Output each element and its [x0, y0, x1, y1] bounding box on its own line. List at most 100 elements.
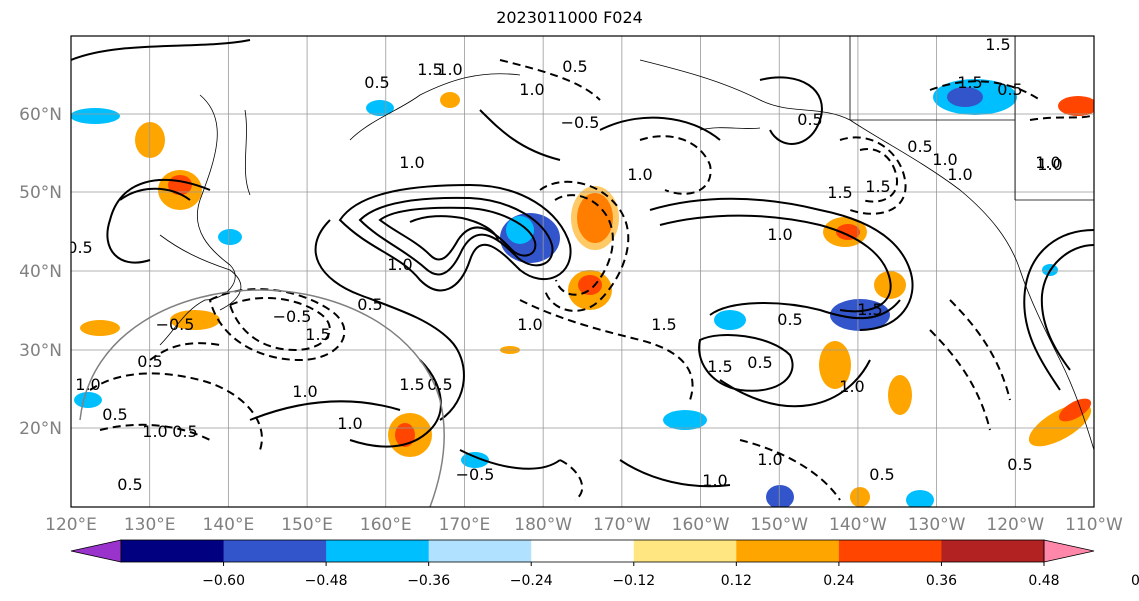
lat-tick-label: 30°N [19, 341, 62, 361]
colorbar-tick-labels: −0.60 −0.48 −0.36 −0.24 −0.12 0.12 0.24 0.36 0.4… [202, 562, 1139, 589]
contour-label: 1.5 [707, 357, 732, 376]
coastlines [159, 36, 1094, 451]
contour-label: −0.5 [456, 465, 495, 484]
colorbar-bin [326, 540, 430, 562]
contour-label: 1.0 [1037, 155, 1062, 174]
contour-label: 0.5 [67, 238, 92, 257]
contour-label: 1.5 [957, 73, 982, 92]
contour-label: 1.0 [1035, 153, 1060, 172]
contour-label: 0.5 [1007, 455, 1032, 474]
colorbar-bin [838, 540, 942, 562]
colorbar-bin [736, 540, 840, 562]
lon-tick-label: 120°W [986, 515, 1044, 535]
contour-label: 1.0 [399, 153, 424, 172]
lon-tick-label: 160°W [672, 515, 730, 535]
contour-label: 1.5 [305, 325, 330, 344]
contour-label: 1.5 [985, 35, 1010, 54]
contour-label: 1.0 [839, 377, 864, 396]
contour-label: 1.0 [517, 315, 542, 334]
contour-label: 1.0 [767, 225, 792, 244]
colorbar-outline [120, 539, 1045, 563]
colorbar-tick-label: −0.12 [612, 573, 655, 589]
latitude-tick-labels: 60°N 50°N 40°N 30°N 20°N [19, 105, 62, 439]
contour-label: 0.5 [869, 465, 894, 484]
contour-label: 1.5 [417, 60, 442, 79]
contour-label: 0.5 [997, 80, 1022, 99]
contour-label: 0.5 [357, 295, 382, 314]
shaded-anomalies [71, 79, 1094, 507]
contour-label: 1.0 [702, 471, 727, 490]
contour-label: 0.5 [562, 57, 587, 76]
lon-tick-label: 180°W [514, 515, 572, 535]
colorbar-bin [428, 540, 532, 562]
lon-tick-label: 170°W [593, 515, 651, 535]
contour-label: 0.5 [172, 422, 197, 441]
contour-label: 1.0 [519, 80, 544, 99]
contour-label: 0.5 [364, 73, 389, 92]
contour-label: 0.5 [102, 405, 127, 424]
lat-tick-label: 50°N [19, 183, 62, 203]
colorbar-bin [531, 540, 635, 562]
contour-label: 0.5 [117, 475, 142, 494]
contour-label: 1.0 [337, 414, 362, 433]
contour-label: 1.0 [387, 255, 412, 274]
contour-label: 1.0 [932, 150, 957, 169]
contour-label: 1.5 [399, 375, 424, 394]
contour-label: 0.5 [797, 110, 822, 129]
contour-label: 1.5 [857, 300, 882, 319]
colorbar-tick-label: −0.60 [202, 573, 245, 589]
colorbar-bin [633, 540, 737, 562]
colorbar [70, 539, 1095, 563]
contour-labels: 0.51.51.00.5 1.00.51.51.0−0.51.00.51.50.5… [67, 35, 1063, 494]
longitude-tick-labels: 120°E 130°E 140°E 150°E 160°E 170°E 180°W 170°W… [45, 515, 1123, 535]
lon-tick-label: 140°W [829, 515, 887, 535]
lon-tick-label: 140°E [203, 515, 255, 535]
contour-label: 0.5 [907, 137, 932, 156]
colorbar-tick-label: 0.48 [1028, 573, 1059, 589]
contour-label: 0.5 [777, 310, 802, 329]
colorbar-tick-label: −0.24 [510, 573, 553, 589]
map-title: 2023011000 F024 [496, 8, 643, 27]
contour-label: 1.5 [651, 315, 676, 334]
colorbar-tick-label: 0.12 [721, 573, 752, 589]
colorbar-tick-label: 0.60 [1131, 573, 1139, 589]
contour-label: 0.5 [137, 352, 162, 371]
colorbar-tick-label: −0.48 [305, 573, 348, 589]
contour-label: 1.5 [827, 183, 852, 202]
contour-label: 1.0 [757, 450, 782, 469]
lon-tick-label: 110°W [1065, 515, 1123, 535]
contour-label: 1.0 [292, 382, 317, 401]
colorbar-bin [121, 540, 225, 562]
contour-label: 1.0 [627, 165, 652, 184]
lat-tick-label: 60°N [19, 105, 62, 125]
colorbar-extend-min [70, 539, 122, 563]
lon-tick-label: 150°E [281, 515, 333, 535]
colorbar-tick-label: 0.24 [823, 573, 854, 589]
contour-label: −0.5 [156, 315, 195, 334]
lon-tick-label: 130°E [124, 515, 176, 535]
map-frame [70, 35, 1095, 508]
contour-label: 1.0 [437, 60, 462, 79]
negative-contours [89, 59, 1094, 501]
contour-label: 1.0 [947, 165, 972, 184]
colorbar-bin [223, 540, 327, 562]
lon-tick-label: 160°E [360, 515, 412, 535]
contour-label: −0.5 [561, 113, 600, 132]
colorbar-tick-label: −0.36 [407, 573, 450, 589]
great-circle-arc [79, 289, 445, 507]
colorbar-tick-label: 0.36 [926, 573, 957, 589]
lon-tick-label: 170°E [439, 515, 491, 535]
lon-tick-label: 150°W [750, 515, 808, 535]
contour-label: 0.5 [747, 353, 772, 372]
contour-label: 1.5 [865, 177, 890, 196]
contour-label: 1.0 [142, 422, 167, 441]
lon-tick-label: 120°E [45, 515, 97, 535]
contour-label: −0.5 [273, 307, 312, 326]
graticule [71, 36, 1094, 507]
colorbar-extend-max [1043, 539, 1095, 563]
colorbar-bin [941, 540, 1045, 562]
lat-tick-label: 20°N [19, 419, 62, 439]
positive-contours [71, 39, 1094, 488]
contour-label: 0.5 [427, 375, 452, 394]
